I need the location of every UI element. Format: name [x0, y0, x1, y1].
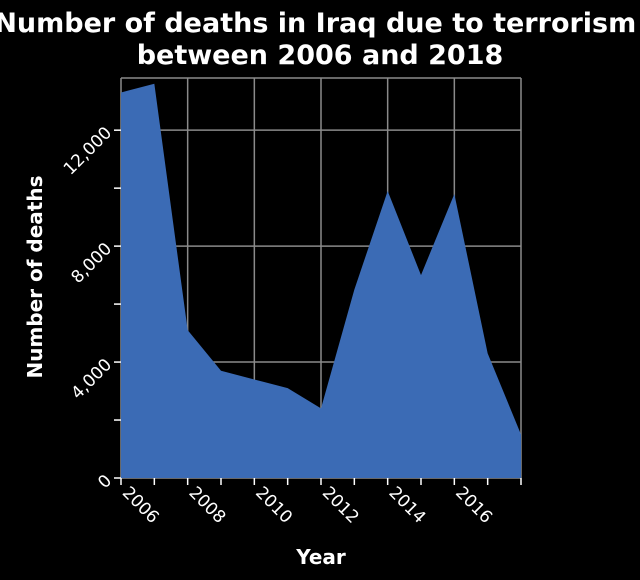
x-tick-label: 2012 [318, 483, 363, 528]
x-tick-label: 2016 [451, 483, 496, 528]
y-axis-label: Number of deaths [23, 175, 47, 378]
x-tick-label: 2014 [385, 483, 430, 528]
y-tick-label: 4,000 [68, 355, 117, 404]
y-tick-label: 0 [94, 471, 116, 493]
chart-title-line-1: Number of deaths in Iraq due to terroris… [0, 8, 636, 39]
y-tick-label: 8,000 [68, 239, 117, 288]
x-tick-label: 2008 [185, 483, 230, 528]
chart-title: Number of deaths in Iraq due to terroris… [0, 8, 640, 71]
x-tick-label: 2010 [251, 483, 296, 528]
x-axis-label: Year [295, 545, 346, 569]
chart-title-line-2: between 2006 and 2018 [137, 40, 504, 71]
area-series [121, 83, 521, 478]
y-tick-label: 12,000 [60, 123, 116, 179]
x-tick-label: 2006 [118, 483, 163, 528]
